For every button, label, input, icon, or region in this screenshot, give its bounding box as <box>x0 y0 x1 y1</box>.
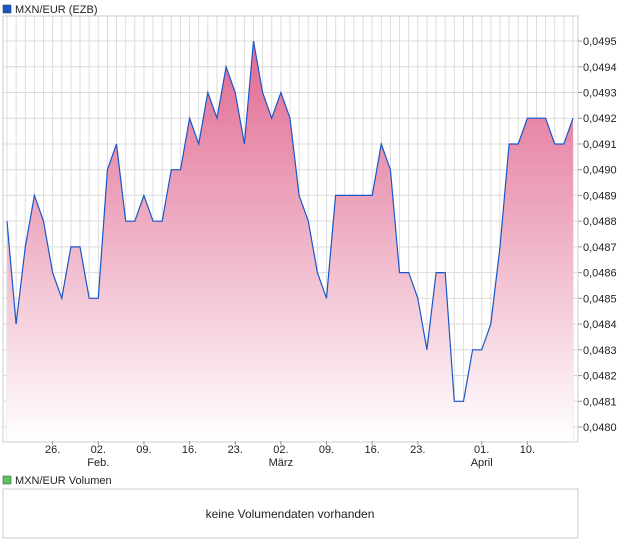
x-tick-label: 23. <box>410 444 425 456</box>
legend-price: MXN/EUR (EZB) <box>15 4 98 16</box>
y-tick-label: 0,0481 <box>583 396 617 408</box>
x-tick-label: 09. <box>136 444 151 456</box>
volume-panel <box>2 488 579 539</box>
x-tick-label: 09. <box>319 444 334 456</box>
y-tick-label: 0,0495 <box>583 36 617 48</box>
x-tick-label: 23. <box>228 444 243 456</box>
legend-swatch-volume <box>2 475 12 485</box>
x-tick-label: 16. <box>365 444 380 456</box>
y-tick-label: 0,0489 <box>583 190 617 202</box>
x-tick-sublabel: Feb. <box>87 457 109 469</box>
y-tick-label: 0,0493 <box>583 88 617 100</box>
x-tick-label: 02. <box>273 444 288 456</box>
x-tick-sublabel: April <box>471 457 493 469</box>
price-line <box>6 40 574 402</box>
x-tick-label: 02. <box>91 444 106 456</box>
x-tick-label: 26. <box>45 444 60 456</box>
y-axis: 0,0495 0,0494 0,0493 0,0492 0,0491 0,0490 0,04… <box>578 36 617 434</box>
y-tick-label: 0,0494 <box>583 62 617 74</box>
volume-empty-message: keine Volumendaten vorhanden <box>206 507 375 521</box>
y-tick-label: 0,0480 <box>583 422 617 434</box>
y-tick-label: 0,0483 <box>583 345 617 357</box>
y-tick-label: 0,0492 <box>583 113 617 125</box>
x-tick-label: 10. <box>520 444 535 456</box>
y-tick-label: 0,0484 <box>583 319 617 331</box>
y-tick-label: 0,0487 <box>583 242 617 254</box>
x-tick-label: 01. <box>474 444 489 456</box>
legend-volume: MXN/EUR Volumen <box>15 475 112 487</box>
legend-swatch-price <box>2 4 12 14</box>
y-tick-label: 0,0486 <box>583 268 617 280</box>
price-area <box>7 41 573 441</box>
y-tick-label: 0,0488 <box>583 216 617 228</box>
y-tick-label: 0,0490 <box>583 165 617 177</box>
y-tick-label: 0,0491 <box>583 139 617 151</box>
x-tick-sublabel: März <box>269 457 293 469</box>
y-tick-label: 0,0485 <box>583 293 617 305</box>
y-tick-label: 0,0482 <box>583 371 617 383</box>
x-tick-label: 16. <box>182 444 197 456</box>
